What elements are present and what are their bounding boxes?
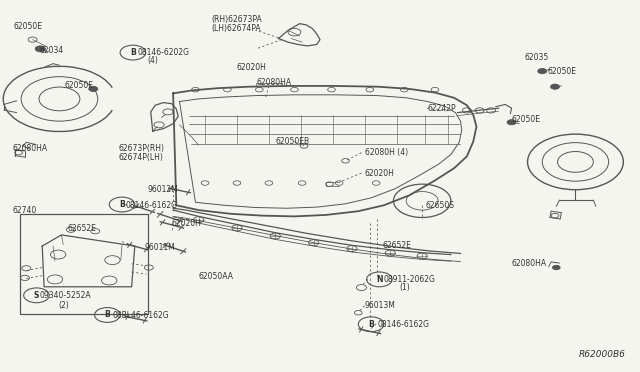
Text: 62020H: 62020H	[365, 169, 395, 177]
Text: B: B	[104, 311, 110, 320]
Circle shape	[35, 46, 45, 52]
Text: 62080HA: 62080HA	[511, 259, 547, 268]
Text: S: S	[34, 291, 39, 300]
Text: R62000B6: R62000B6	[579, 350, 625, 359]
Text: (4): (4)	[148, 56, 159, 65]
Text: 62740: 62740	[12, 206, 36, 215]
Text: 09340-5252A: 09340-5252A	[39, 291, 91, 300]
Text: 62035: 62035	[524, 52, 548, 61]
Text: (2): (2)	[58, 301, 69, 310]
Text: 62242P: 62242P	[428, 104, 456, 113]
Circle shape	[552, 265, 560, 270]
Text: 62050E: 62050E	[65, 81, 93, 90]
Circle shape	[507, 120, 516, 125]
Text: N: N	[376, 275, 383, 284]
Text: 62050E: 62050E	[13, 22, 42, 31]
Text: 62050E: 62050E	[548, 67, 577, 76]
Text: 62080HA: 62080HA	[256, 78, 291, 87]
Text: 62080H (4): 62080H (4)	[365, 148, 408, 157]
Text: 62020H: 62020H	[172, 219, 202, 228]
Bar	[20, 214, 148, 314]
Text: 62673P(RH): 62673P(RH)	[119, 144, 165, 153]
Text: 62050AA: 62050AA	[198, 272, 234, 281]
Text: 62652E: 62652E	[383, 241, 412, 250]
Text: B: B	[119, 200, 125, 209]
Text: 62674P(LH): 62674P(LH)	[119, 153, 164, 161]
Text: 62050E: 62050E	[511, 115, 541, 124]
Text: 08146-6162G: 08146-6162G	[125, 201, 177, 210]
Text: 62034: 62034	[39, 46, 63, 55]
Text: 96011M: 96011M	[145, 243, 175, 252]
Circle shape	[538, 68, 547, 74]
Text: B: B	[130, 48, 136, 57]
Text: 08911-2062G: 08911-2062G	[384, 275, 436, 284]
Text: 62650S: 62650S	[426, 201, 454, 210]
Text: B: B	[368, 320, 374, 329]
Text: 62050EB: 62050EB	[275, 137, 309, 146]
Text: 62020H: 62020H	[237, 63, 267, 72]
Text: 96012M: 96012M	[148, 185, 179, 194]
Circle shape	[89, 86, 98, 92]
Text: (RH)62673PA: (RH)62673PA	[211, 15, 262, 24]
Text: 08146-6162G: 08146-6162G	[378, 321, 429, 330]
Text: 08146-6202G: 08146-6202G	[138, 48, 190, 57]
Text: (1): (1)	[400, 283, 411, 292]
Circle shape	[550, 84, 559, 89]
Text: 62652E: 62652E	[68, 224, 97, 233]
Text: 96013M: 96013M	[365, 301, 396, 310]
Text: 62080HA: 62080HA	[12, 144, 47, 153]
Text: (LH)62674PA: (LH)62674PA	[211, 24, 261, 33]
Text: 08BL46-6162G: 08BL46-6162G	[113, 311, 169, 320]
